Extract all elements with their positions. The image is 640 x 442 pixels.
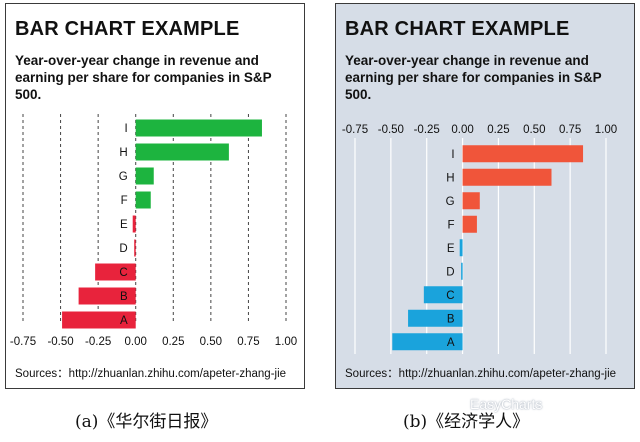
bar-I [135, 119, 262, 137]
x-tick-label: -0.25 [414, 124, 440, 136]
caption-b: (b)《经济学人》 [403, 412, 530, 432]
bar-chart-b: -0.75 -0.50 -0.25 0.00 0.25 0.50 0.75 1.00 IHGFE… [342, 124, 617, 354]
bar-G [135, 167, 154, 185]
x-tick-label: 0.25 [162, 336, 184, 348]
category-label: B [120, 291, 128, 303]
category-label: H [446, 172, 454, 184]
category-label: F [121, 195, 128, 207]
category-label: G [119, 171, 128, 183]
chart-title: BAR CHART EXAMPLE [345, 18, 570, 40]
bar-E [459, 239, 463, 257]
bar-F [462, 215, 477, 233]
x-tick-label: -0.50 [47, 336, 73, 348]
x-tick-label: -0.50 [378, 124, 404, 136]
x-tick-label: 0.00 [125, 336, 147, 348]
x-tick-label: 1.00 [595, 124, 617, 136]
x-tick-label: 0.00 [451, 124, 473, 136]
bar-B [78, 287, 136, 305]
bar-chart-a: -0.75 -0.50 -0.25 0.00 0.25 0.50 0.75 1.00 IHGFE… [10, 114, 297, 348]
x-tick-label: 0.75 [237, 336, 259, 348]
bar-C [423, 286, 463, 304]
category-label: A [447, 337, 455, 349]
chart-subtitle: Year-over-year change in revenue and ear… [15, 53, 272, 102]
bar-A [392, 333, 463, 351]
x-tick-label: -0.25 [85, 336, 111, 348]
category-label: D [119, 243, 127, 255]
bar-I [462, 145, 584, 163]
chart-panel-b: BAR CHART EXAMPLE Year-over-year change … [335, 3, 635, 389]
x-tick-label: -0.75 [342, 124, 368, 136]
bar-A [62, 311, 136, 329]
x-tick-label: 0.50 [523, 124, 545, 136]
bar-F [135, 191, 151, 209]
x-tick-label: -0.75 [10, 336, 36, 348]
bar-G [462, 192, 480, 210]
category-label: D [446, 266, 454, 278]
chart-subtitle: Year-over-year change in revenue and ear… [345, 53, 602, 102]
category-label: H [119, 147, 127, 159]
bar-D [134, 239, 136, 257]
chart-panel-a: BAR CHART EXAMPLE Year-over-year change … [5, 3, 305, 389]
bar-H [135, 143, 229, 161]
category-label: I [451, 149, 454, 161]
x-tick-label: 0.25 [487, 124, 509, 136]
bar-C [95, 263, 136, 281]
category-label: G [446, 196, 455, 208]
x-tick-label: 0.50 [200, 336, 222, 348]
chart-title: BAR CHART EXAMPLE [15, 18, 240, 40]
category-label: I [125, 123, 128, 135]
category-label: E [120, 219, 128, 231]
category-label: E [447, 243, 455, 255]
x-tick-label: 0.75 [559, 124, 581, 136]
bar-E [132, 215, 136, 233]
watermark-logo: EasyCharts [470, 396, 543, 412]
category-label: C [446, 290, 454, 302]
category-label: B [447, 313, 455, 325]
x-tick-label: 1.00 [275, 336, 297, 348]
category-label: F [448, 219, 455, 231]
category-label: A [120, 315, 128, 327]
chart-source: Sources：http://zhuanlan.zhihu.com/apeter… [15, 368, 287, 380]
bar-B [408, 309, 463, 327]
category-label: C [119, 267, 127, 279]
bar-D [461, 262, 463, 280]
bar-H [462, 168, 552, 186]
caption-a: (a)《华尔街日报》 [75, 412, 218, 432]
chart-source: Sources：http://zhuanlan.zhihu.com/apeter… [345, 368, 617, 380]
